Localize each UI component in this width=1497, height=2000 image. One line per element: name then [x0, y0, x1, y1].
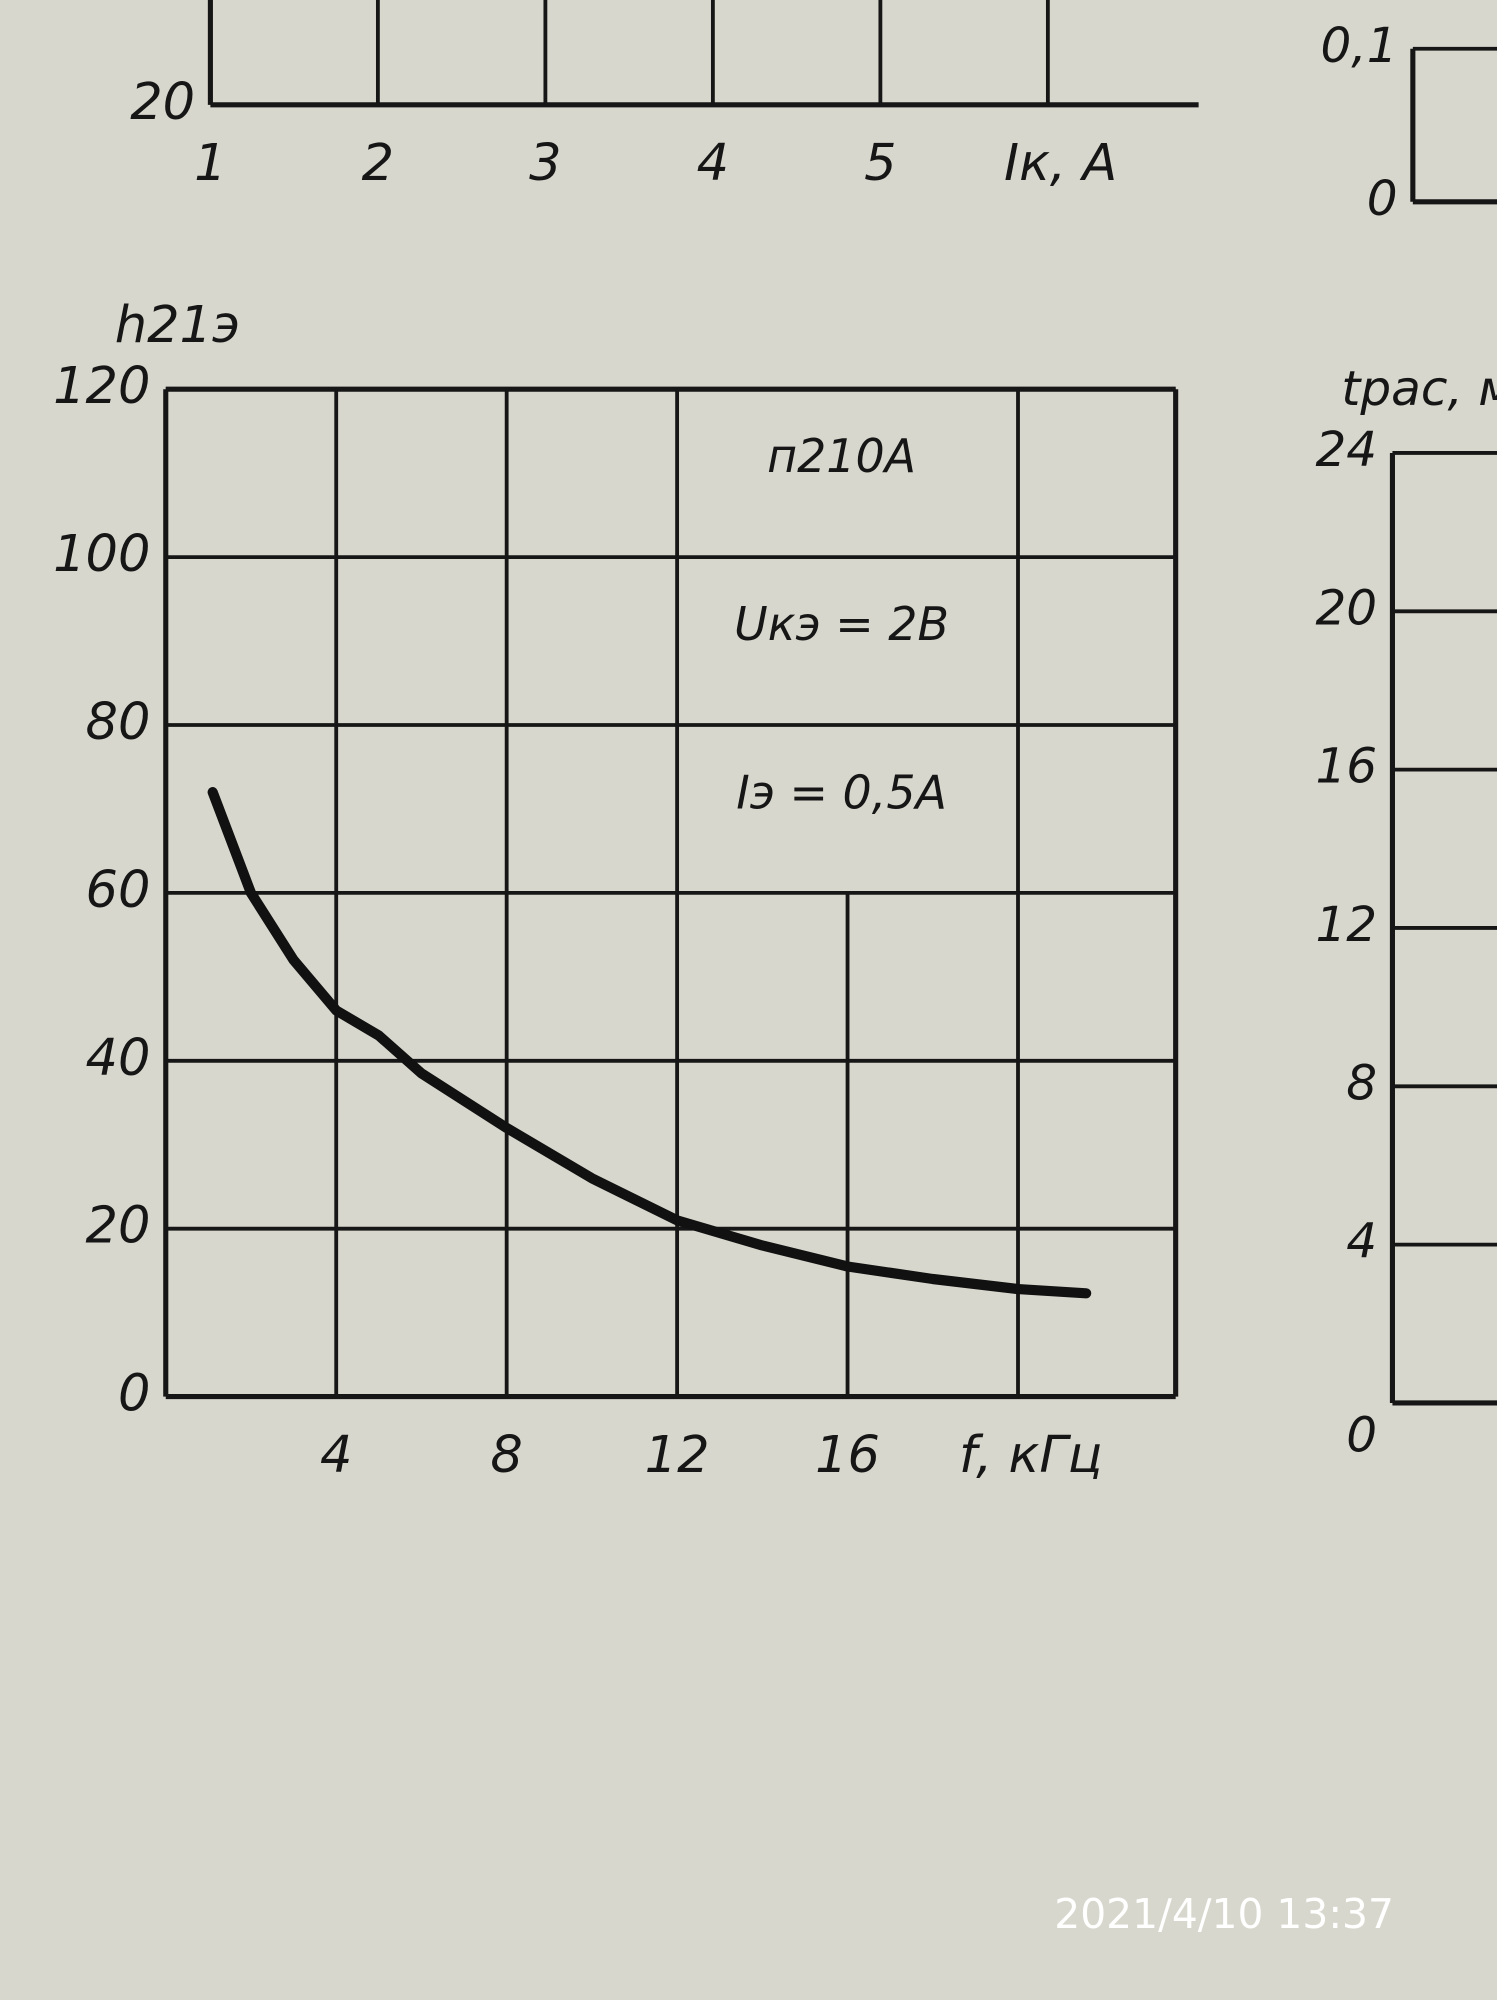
- x-tick-label: 16: [815, 1426, 880, 1485]
- y-tick-label: 16: [1315, 739, 1377, 795]
- y-tick-label: 12: [1315, 897, 1377, 953]
- annotation: Iэ = 0,5А: [736, 765, 947, 819]
- y-tick-label: 0: [118, 1365, 150, 1424]
- annotation: п210А: [767, 429, 916, 483]
- y-tick-label: 4: [1346, 1214, 1377, 1270]
- timestamp: 2021/4/10 13:37: [1054, 1890, 1394, 1938]
- annotation: Uкэ = 2В: [734, 597, 949, 651]
- y-tick-label: 120: [53, 357, 150, 416]
- y-axis-label: tрас, м: [1341, 361, 1497, 417]
- x-tick-label: 4: [320, 1426, 352, 1485]
- y-tick-label: 60: [86, 861, 151, 920]
- y-tick-label: 100: [53, 525, 150, 584]
- y-tick-label: 0: [1367, 171, 1398, 227]
- x-tick-label: 1: [194, 134, 226, 193]
- x-axis-label: f, кГц: [959, 1426, 1102, 1485]
- x-tick-label: 4: [697, 134, 729, 193]
- y-tick-label: 24: [1315, 422, 1377, 478]
- y-tick-label: 20: [1315, 580, 1377, 636]
- y-tick-label: 20: [86, 1197, 151, 1256]
- y-tick-label: 0,1: [1320, 18, 1397, 74]
- y-tick-label: 8: [1346, 1055, 1377, 1111]
- data-line: [207, 787, 1092, 1299]
- y-tick-label: 20: [130, 73, 195, 132]
- x-tick-label: 5: [864, 134, 896, 193]
- y-tick-label: 40: [86, 1029, 151, 1088]
- y-axis-label: h21э: [115, 296, 240, 355]
- x-tick-label: 2: [362, 134, 394, 193]
- x-tick-label: 12: [645, 1426, 710, 1485]
- x-tick-label: 3: [529, 134, 561, 193]
- y-tick-label: 0: [1346, 1408, 1377, 1464]
- y-tick-label: 80: [86, 693, 151, 752]
- x-tick-label: 8: [490, 1426, 522, 1485]
- x-axis-label: Iк, А: [1004, 134, 1117, 193]
